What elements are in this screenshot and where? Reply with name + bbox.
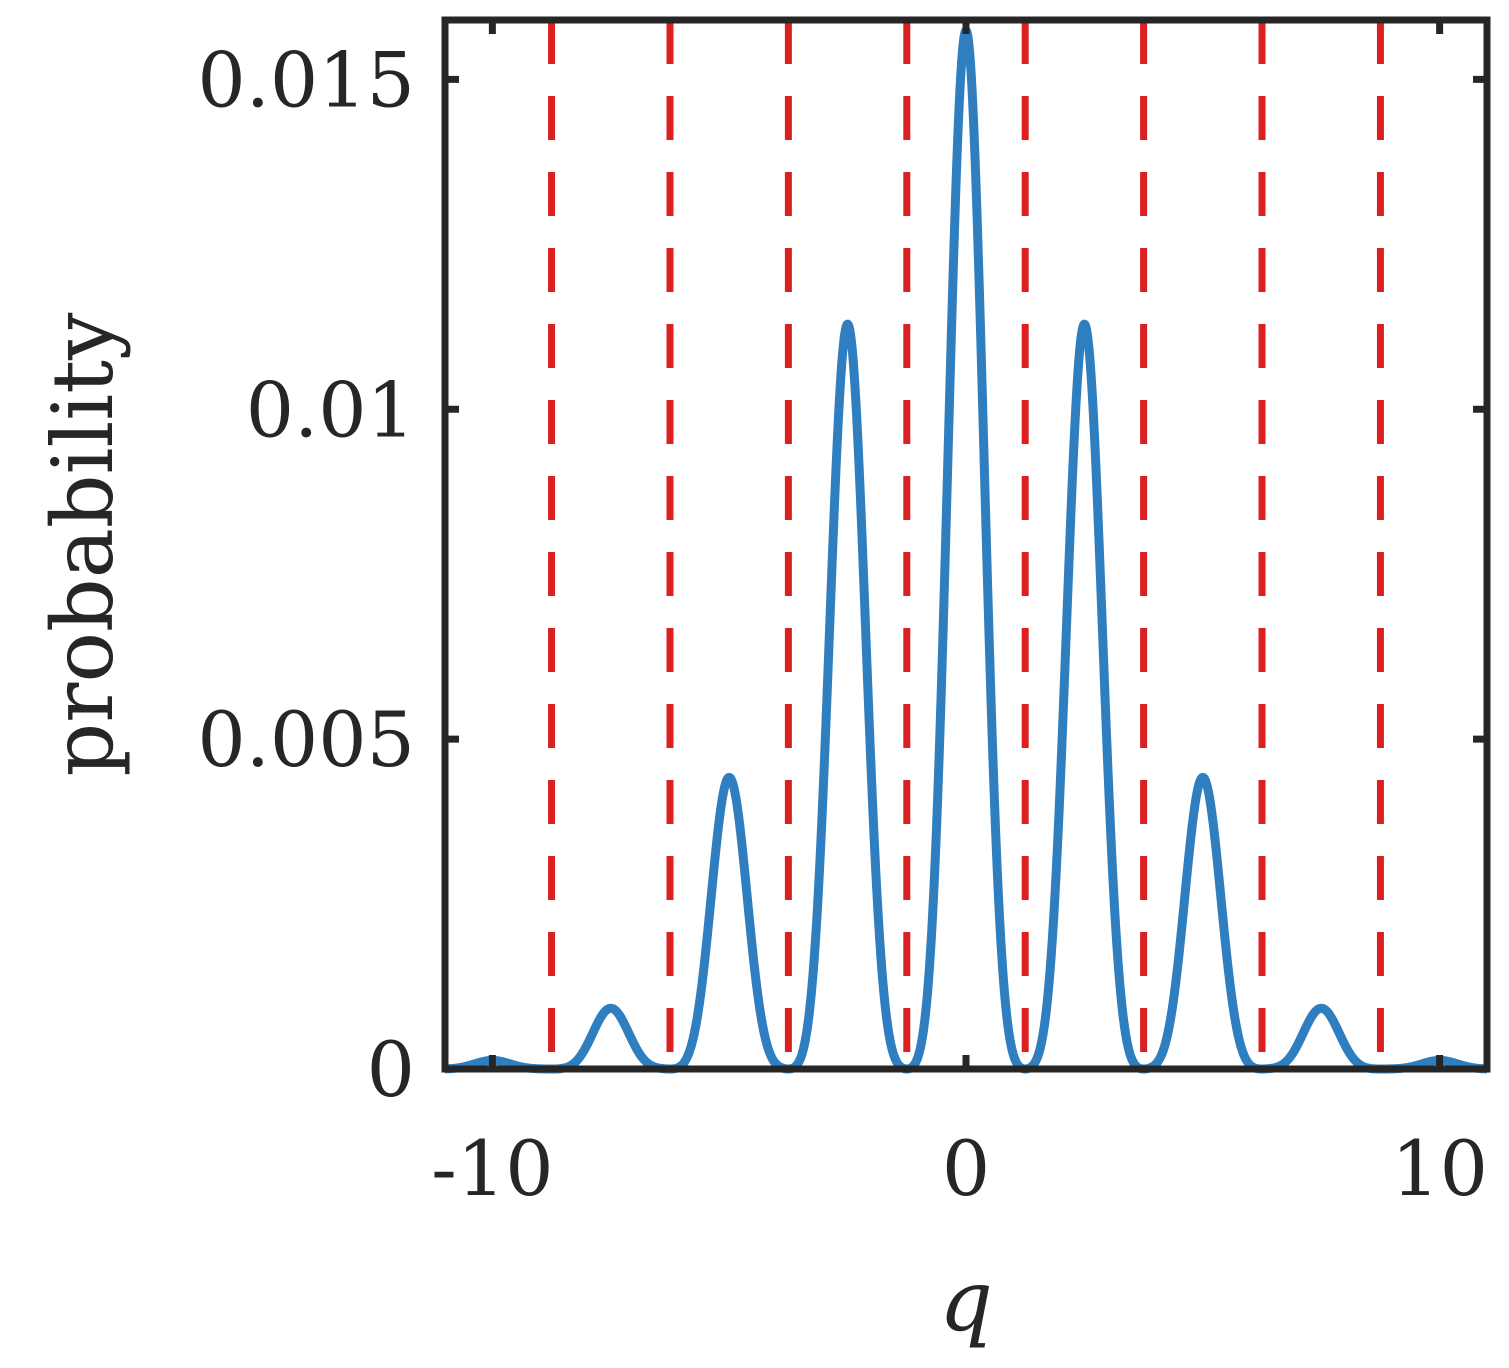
series-point-1 [610,1007,612,1009]
y-tick-label-1: 0.005 [197,695,415,784]
series-line [441,26,1491,1074]
x-tick-label-0: -10 [431,1124,553,1213]
y-tick-label-0: 0 [367,1025,415,1114]
series-point-2 [728,776,730,778]
x-tick-label-1: 0 [942,1124,990,1213]
series-point-5 [1083,323,1085,325]
y-tick-label-3: 0.015 [197,35,415,124]
x-axis-label: q [939,1252,993,1350]
series-point-3 [847,323,849,325]
vertical-dashed-lines [548,20,1384,1069]
series-point-7 [1320,1007,1322,1009]
y-tick-label-2: 0.01 [246,365,415,454]
plot-frame [441,16,1491,1073]
y-axis-label: probability [34,312,132,776]
x-tick-label-2: 10 [1391,1124,1488,1213]
series-layer [441,26,1491,1074]
series-point-6 [1202,776,1204,778]
